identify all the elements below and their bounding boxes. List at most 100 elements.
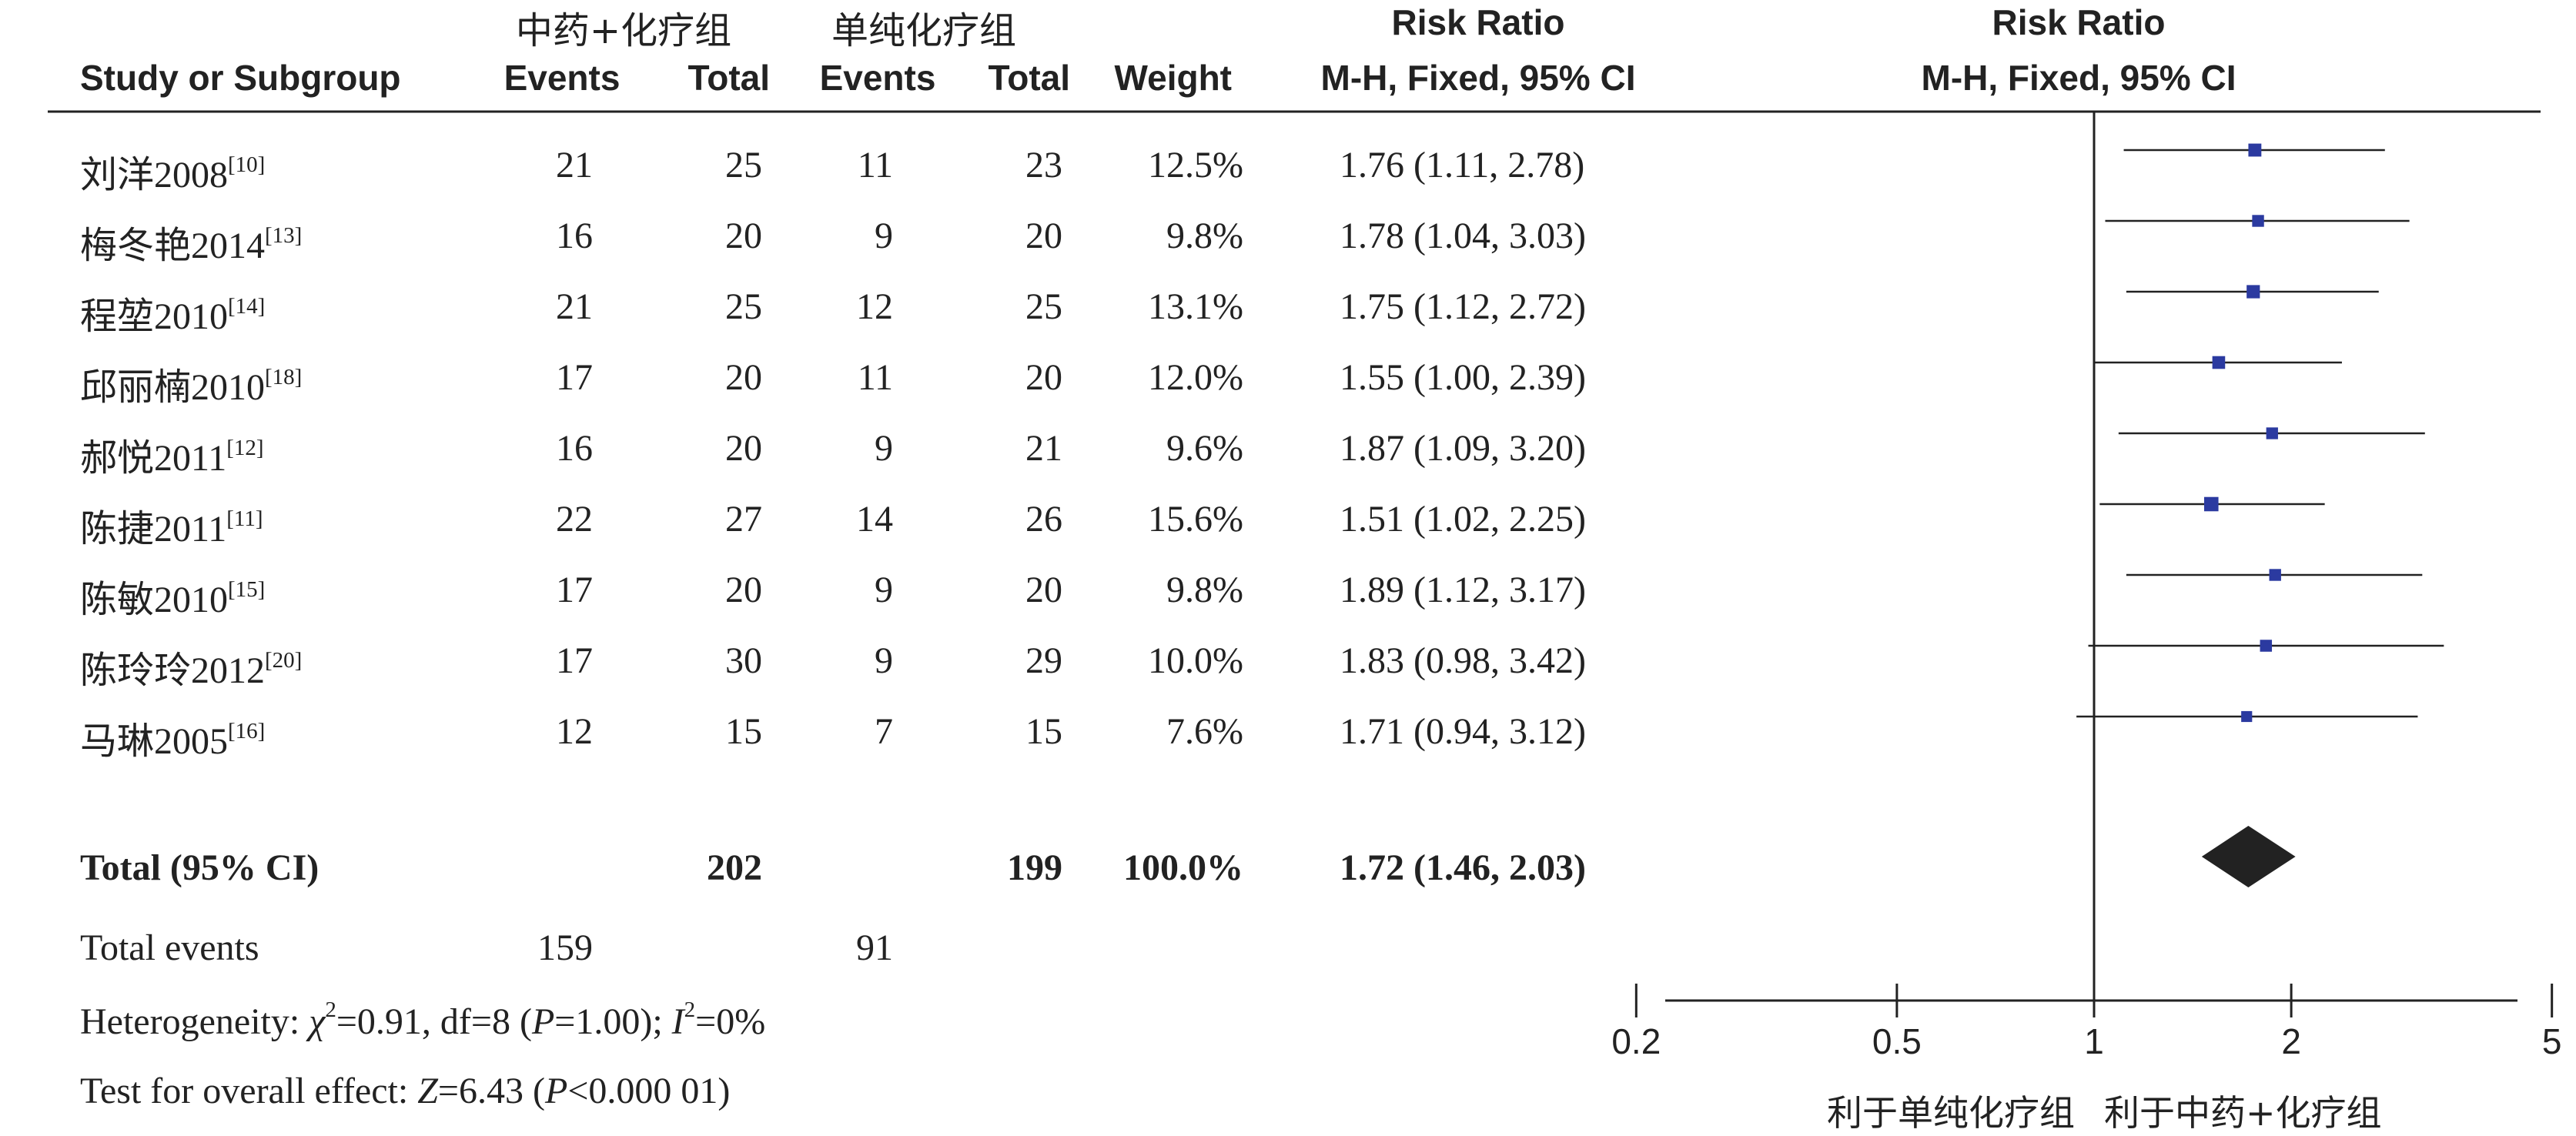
total-events-group2: 91 (856, 927, 893, 968)
weight-cell: 9.6% (1166, 428, 1243, 469)
weight-cell: 12.5% (1148, 145, 1243, 185)
weight-cell: 13.1% (1148, 286, 1243, 327)
group2-header: 单纯化疗组 (831, 9, 1016, 52)
events1-cell: 12 (556, 711, 593, 752)
events1-cell: 17 (556, 357, 593, 398)
events1-header: Events (503, 58, 621, 98)
risk-ratio-cell: 1.78 (1.04, 3.03) (1340, 216, 1586, 256)
total2-cell: 21 (1025, 428, 1062, 469)
study-name: 程堃2010[14] (80, 294, 266, 337)
total2-cell: 20 (1025, 216, 1062, 256)
events2-cell: 9 (875, 216, 893, 256)
events1-cell: 17 (556, 640, 593, 681)
events1-cell: 17 (556, 570, 593, 610)
favours-left-label: 利于单纯化疗组 (1827, 1092, 2075, 1134)
weight-cell: 12.0% (1148, 357, 1243, 398)
pooled-diamond (2201, 826, 2296, 887)
risk-ratio-cell: 1.83 (0.98, 3.42) (1340, 640, 1586, 681)
total-events-group1: 159 (537, 927, 593, 968)
total1-cell: 30 (725, 640, 762, 681)
risk-ratio-cell: 1.89 (1.12, 3.17) (1340, 570, 1586, 610)
events2-cell: 11 (857, 357, 893, 398)
total2-cell: 29 (1025, 640, 1062, 681)
study-name: 邱丽楠2010[18] (80, 365, 303, 408)
total1-cell: 27 (725, 499, 762, 540)
x-axis-tick-label: 0.2 (1611, 1021, 1661, 1061)
events2-cell: 14 (856, 499, 893, 540)
study-marker (2248, 143, 2262, 157)
risk-ratio-cell: 1.51 (1.02, 2.25) (1340, 499, 1586, 540)
study-marker (2260, 640, 2273, 652)
events2-cell: 9 (875, 428, 893, 469)
study-marker (2266, 427, 2278, 439)
events1-cell: 16 (556, 216, 593, 256)
study-marker (2203, 496, 2219, 512)
total1-cell: 20 (725, 357, 762, 398)
x-axis-tick-label: 5 (2541, 1021, 2562, 1061)
total-group1: 202 (707, 847, 762, 888)
total2-header: Total (988, 58, 1070, 98)
total-ci: 1.72 (1.46, 2.03) (1340, 847, 1586, 888)
total1-cell: 20 (725, 216, 762, 256)
total2-cell: 20 (1025, 357, 1062, 398)
study-name: 梅冬艳2014[13] (80, 223, 303, 266)
study-marker (2212, 356, 2226, 369)
study-marker (2269, 569, 2281, 581)
x-axis-tick-label: 1 (2084, 1021, 2104, 1061)
risk-ratio-cell: 1.71 (0.94, 3.12) (1340, 711, 1586, 752)
events1-cell: 16 (556, 428, 593, 469)
total-events-label: Total events (80, 927, 259, 968)
weight-header: Weight (1114, 58, 1232, 98)
risk-ratio-cell: 1.55 (1.00, 2.39) (1340, 357, 1586, 398)
total-weight: 100.0% (1123, 847, 1243, 888)
total-group2: 199 (1007, 847, 1062, 888)
study-marker (2252, 215, 2264, 227)
total1-cell: 20 (725, 428, 762, 469)
favours-right-label: 利于中药+化疗组 (2104, 1092, 2382, 1134)
events2-cell: 7 (875, 711, 893, 752)
study-name: 陈玲玲2012[20] (80, 648, 303, 691)
total1-cell: 20 (725, 570, 762, 610)
heterogeneity-stat: Heterogeneity: χ2=0.91, df=8 (P=1.00); I… (80, 997, 766, 1042)
weight-cell: 10.0% (1148, 640, 1243, 681)
study-name: 陈敏2010[15] (80, 577, 266, 620)
x-axis-tick-label: 0.5 (1872, 1021, 1922, 1061)
total2-cell: 26 (1025, 499, 1062, 540)
study-name: 郝悦2011[12] (80, 436, 264, 479)
overall-effect-stat: Test for overall effect: Z=6.43 (P<0.000… (80, 1071, 731, 1111)
total1-cell: 15 (725, 711, 762, 752)
weight-cell: 15.6% (1148, 499, 1243, 540)
rr-table-title: Risk Ratio (1391, 2, 1565, 42)
weight-cell: 9.8% (1166, 570, 1243, 610)
rr-table-method: M-H, Fixed, 95% CI (1320, 58, 1636, 98)
events2-cell: 12 (856, 286, 893, 327)
rr-plot-method: M-H, Fixed, 95% CI (1921, 58, 2236, 98)
x-axis-tick-label: 2 (2281, 1021, 2301, 1061)
study-name: 马琳2005[16] (80, 719, 266, 762)
study-column-header: Study or Subgroup (80, 58, 401, 98)
weight-cell: 7.6% (1166, 711, 1243, 752)
total1-cell: 25 (725, 145, 762, 185)
events2-cell: 11 (857, 145, 893, 185)
events2-header: Events (819, 58, 936, 98)
total-label: Total (95% CI) (80, 847, 319, 888)
rr-plot-title: Risk Ratio (1992, 2, 2166, 42)
events1-cell: 21 (556, 145, 593, 185)
weight-cell: 9.8% (1166, 216, 1243, 256)
events2-cell: 9 (875, 640, 893, 681)
study-marker (2241, 710, 2253, 723)
events1-cell: 22 (556, 499, 593, 540)
total1-header: Total (687, 58, 770, 98)
study-marker (2246, 285, 2260, 299)
total2-cell: 20 (1025, 570, 1062, 610)
risk-ratio-cell: 1.75 (1.12, 2.72) (1340, 286, 1586, 327)
total2-cell: 15 (1025, 711, 1062, 752)
group1-header: 中药+化疗组 (515, 9, 732, 52)
total2-cell: 23 (1025, 145, 1062, 185)
study-name: 刘洋2008[10] (80, 152, 266, 195)
events2-cell: 9 (875, 570, 893, 610)
events1-cell: 21 (556, 286, 593, 327)
risk-ratio-cell: 1.76 (1.11, 2.78) (1340, 145, 1585, 185)
total1-cell: 25 (725, 286, 762, 327)
